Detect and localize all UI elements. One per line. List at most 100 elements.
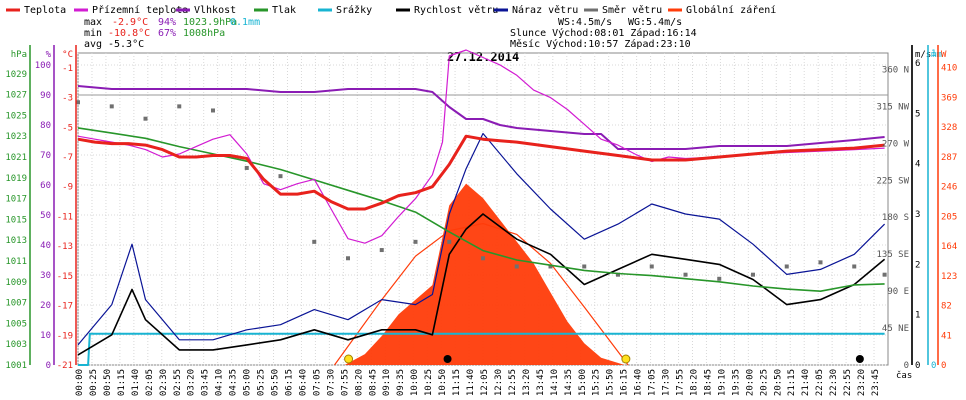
series-pressure <box>77 127 885 292</box>
direction-axis-tick: 0 <box>904 361 909 371</box>
x-tick-label: 20:00 <box>745 369 755 396</box>
wind-axis-tick: 5 <box>915 109 920 119</box>
legend-label: Globální záření <box>686 4 776 16</box>
x-tick-label: 00:25 <box>89 369 99 396</box>
pressure-axis-tick: 1027 <box>5 91 27 101</box>
sunrise-marker <box>344 354 354 364</box>
x-tick-label: 13:20 <box>522 369 532 396</box>
x-tick-label: 12:05 <box>480 369 490 396</box>
stat-max-humidity: 94% <box>158 17 176 28</box>
x-tick-label: 19:10 <box>717 369 727 396</box>
humidity-axis-tick: 70 <box>40 151 51 161</box>
x-tick-label: 13:45 <box>536 369 546 396</box>
wind-direction-point <box>582 264 587 269</box>
wind-direction-point <box>379 248 384 253</box>
pressure-axis-tick: 1017 <box>5 195 27 205</box>
pressure-axis-tick: 1015 <box>5 215 27 225</box>
x-tick-label: 20:50 <box>773 369 783 396</box>
radiation-axis-tick: 287 <box>941 153 957 163</box>
x-tick-label: 06:40 <box>298 369 308 396</box>
x-tick-label: 16:40 <box>634 369 644 396</box>
x-tick-label: 15:50 <box>606 369 616 396</box>
x-tick-label: 22:05 <box>815 369 825 396</box>
x-tick-label: 11:40 <box>466 369 476 396</box>
pressure-axis-tick: 1007 <box>5 299 27 309</box>
wind-axis-tick: 2 <box>915 260 920 270</box>
humidity-axis-tick: 30 <box>40 271 51 281</box>
stat-min-temp: -10.8°C <box>108 28 150 39</box>
pressure-axis-tick: 1009 <box>5 278 27 288</box>
rain-axis-label: mm <box>931 50 942 60</box>
humidity-axis-tick: 0 <box>46 361 51 371</box>
legend-label: Směr větru <box>602 4 662 16</box>
series-ground-temperature <box>77 49 885 244</box>
radiation-axis-tick: 0 <box>941 361 946 371</box>
x-tick-label: 10:25 <box>424 369 434 396</box>
legend-label: Náraz větru <box>512 4 578 16</box>
wind-direction-point <box>882 272 887 277</box>
pressure-axis-tick: 1013 <box>5 236 27 246</box>
pressure-axis-tick: 1025 <box>5 111 27 121</box>
x-tick-label: 21:15 <box>787 369 797 396</box>
clear-sky-radiation-curve <box>334 222 629 366</box>
x-tick-label: 04:35 <box>229 369 239 396</box>
pressure-axis-label: hPa <box>11 50 27 60</box>
wind-direction-point <box>109 104 114 109</box>
radiation-axis-label: W <box>941 50 947 60</box>
x-tick-label: 15:25 <box>592 369 602 396</box>
x-tick-label: 18:20 <box>689 369 699 396</box>
temperature-axis-tick: -1 <box>62 64 73 74</box>
wind-direction-point <box>514 264 519 269</box>
humidity-axis-tick: 90 <box>40 91 51 101</box>
radiation-axis-tick: 82 <box>941 302 952 312</box>
x-tick-label: 02:30 <box>159 369 169 396</box>
x-tick-label: 14:35 <box>564 369 574 396</box>
wind-axis-tick: 1 <box>915 311 920 321</box>
stat-wind-speed: WS:4.5m/s <box>558 17 612 28</box>
plot-area <box>76 49 889 366</box>
axes: 00:00 00:25 00:50 01:15 01:40 02:05 02:30 02:55… <box>5 45 957 396</box>
rain-axis-tick: 0 <box>931 361 936 371</box>
radiation-axis-tick: 205 <box>941 212 957 222</box>
stat-wind-gust: WG:5.4m/s <box>628 17 682 28</box>
x-tick-label: 07:55 <box>340 369 350 396</box>
temperature-axis-tick: -19 <box>57 331 73 341</box>
temperature-axis-tick: -21 <box>57 361 73 371</box>
series-rain <box>78 332 885 366</box>
stat-avg-label: avg <box>84 39 102 50</box>
wind-direction-point <box>481 256 485 261</box>
pressure-axis-tick: 1021 <box>5 153 27 163</box>
direction-axis-tick: 45 NE <box>882 324 909 334</box>
radiation-axis-tick: 328 <box>941 123 957 133</box>
humidity-axis-tick: 20 <box>40 301 51 311</box>
x-tick-label: 10:00 <box>410 369 420 396</box>
stat-rain: 0.1mm <box>230 17 260 28</box>
x-tick-label: 22:30 <box>829 369 839 396</box>
stat-min-pressure: 1008hPa <box>183 28 225 39</box>
x-tick-label: 07:05 <box>312 369 322 396</box>
wind-direction-point <box>177 104 182 109</box>
x-tick-label: 00:50 <box>103 369 113 396</box>
x-tick-label: 08:20 <box>354 369 364 396</box>
x-axis-label: čas <box>896 370 912 381</box>
legend-label: Teplota <box>24 5 66 16</box>
humidity-axis-tick: 80 <box>40 121 51 131</box>
x-tick-label: 03:20 <box>187 369 197 396</box>
x-tick-label: 21:40 <box>801 369 811 396</box>
x-tick-label: 22:55 <box>843 369 853 396</box>
wind-direction-point <box>548 264 553 269</box>
temperature-axis-tick: -5 <box>62 123 73 133</box>
x-tick-label: 04:10 <box>215 369 225 396</box>
wind-direction-point <box>818 260 823 265</box>
x-tick-label: 17:30 <box>662 369 672 396</box>
stat-min-humidity: 67% <box>158 28 176 39</box>
wind-direction-point <box>312 239 317 244</box>
humidity-axis-label: % <box>46 50 52 60</box>
legend-label: Rychlost větru <box>414 4 498 16</box>
x-tick-label: 03:45 <box>201 369 211 396</box>
stat-min-label: min <box>84 28 102 39</box>
series-wind-gust <box>77 132 886 346</box>
direction-axis-tick: 270 W <box>882 139 910 149</box>
